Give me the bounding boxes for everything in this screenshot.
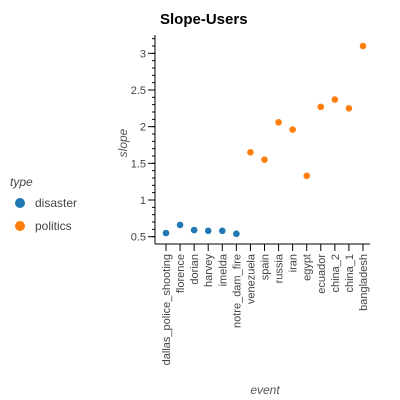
data-point-politics [345, 105, 353, 112]
x-tick-label: ecuador [316, 254, 328, 294]
data-point-disaster [204, 227, 212, 235]
data-point-disaster [162, 229, 170, 237]
data-point-disaster [218, 227, 226, 235]
legend-entries: disaster politics [15, 196, 77, 233]
y-tick-label: 1 [140, 195, 146, 207]
legend-title: type [10, 175, 33, 189]
x-tick-label: notre_dam_fire [231, 254, 243, 328]
data-point-disaster [233, 230, 240, 238]
data-point-disaster [190, 226, 198, 234]
y-tick-label: 0.5 [131, 232, 146, 244]
data-point-disaster [176, 221, 184, 229]
x-tick-label: spain [260, 254, 272, 280]
x-tick-label: egypt [302, 254, 314, 281]
x-tick-label: dallas_police_shooting [161, 254, 173, 365]
x-tick-label: china_1 [344, 254, 356, 293]
x-axis-label: event [250, 383, 280, 397]
y-tick-label: 1.5 [131, 158, 146, 170]
chart-title: Slope-Users [160, 11, 248, 28]
x-tick-label: venezuela [245, 253, 257, 304]
x-tick-label: china_2 [330, 254, 342, 293]
x-tick-label: imelda [217, 253, 229, 286]
data-point-politics [261, 156, 268, 163]
legend: type disaster politics [10, 175, 77, 233]
data-point-politics [359, 42, 367, 50]
data-points [162, 42, 367, 238]
legend-marker-disaster [15, 198, 25, 208]
x-tick-label: harvey [203, 254, 215, 288]
x-axis-ticks: dallas_police_shooting florence dorian harv… [161, 244, 370, 365]
x-tick-label: dorian [189, 254, 201, 285]
data-point-politics [289, 126, 296, 133]
axes [154, 35, 370, 245]
data-point-politics [303, 172, 311, 180]
legend-marker-politics [15, 221, 25, 231]
y-tick-label: 2 [140, 122, 146, 134]
y-tick-label: 3 [140, 48, 146, 60]
legend-label-politics: politics [35, 219, 72, 233]
x-tick-label: florence [175, 254, 187, 293]
y-axis-ticks: 0.5 1 1.5 2 2.5 3 [131, 38, 155, 244]
data-point-politics [331, 96, 339, 103]
data-point-politics [247, 149, 254, 156]
y-tick-label: 2.5 [131, 85, 146, 97]
x-tick-label: russia [274, 253, 286, 283]
y-axis-label: slope [116, 128, 130, 157]
data-point-politics [317, 103, 325, 111]
data-point-politics [275, 118, 282, 126]
x-tick-label: iran [288, 254, 300, 272]
legend-label-disaster: disaster [35, 196, 77, 210]
x-tick-label: bangladesh [358, 254, 370, 311]
